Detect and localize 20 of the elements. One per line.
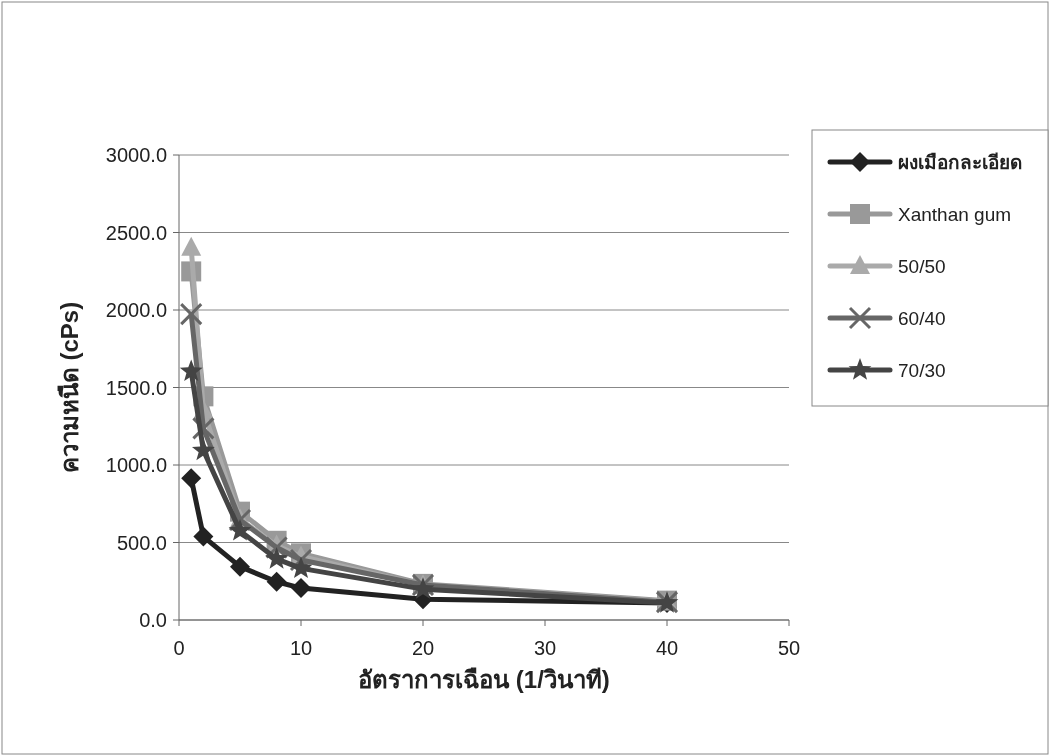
legend-label: 50/50 [898,256,946,277]
y-axis-title: ความหนืด (cPs) [56,301,83,474]
x-tick-label: 30 [533,637,557,659]
legend-label: ผงเมือกละเอียด [898,152,1022,173]
legend-label: Xanthan gum [898,204,1012,225]
x-axis-title: อัตราการเฉือน (1/วินาที) [358,666,610,693]
x-tick-label: 50 [777,637,801,659]
y-tick-label: 3000.0 [105,144,167,166]
x-tick-label: 0 [173,637,185,659]
legend-label: 60/40 [898,308,946,329]
y-tick-label: 2000.0 [105,299,167,321]
x-tick-label: 40 [655,637,679,659]
legend-label: 70/30 [898,360,946,381]
y-tick-label: 0.0 [139,609,167,631]
y-tick-label: 2500.0 [105,221,167,244]
x-tick-label: 10 [289,637,313,659]
x-tick-label: 20 [411,637,435,659]
y-tick-label: 1000.0 [105,454,167,476]
y-tick-label: 500.0 [116,531,167,554]
y-tick-label: 1500.0 [105,376,167,399]
